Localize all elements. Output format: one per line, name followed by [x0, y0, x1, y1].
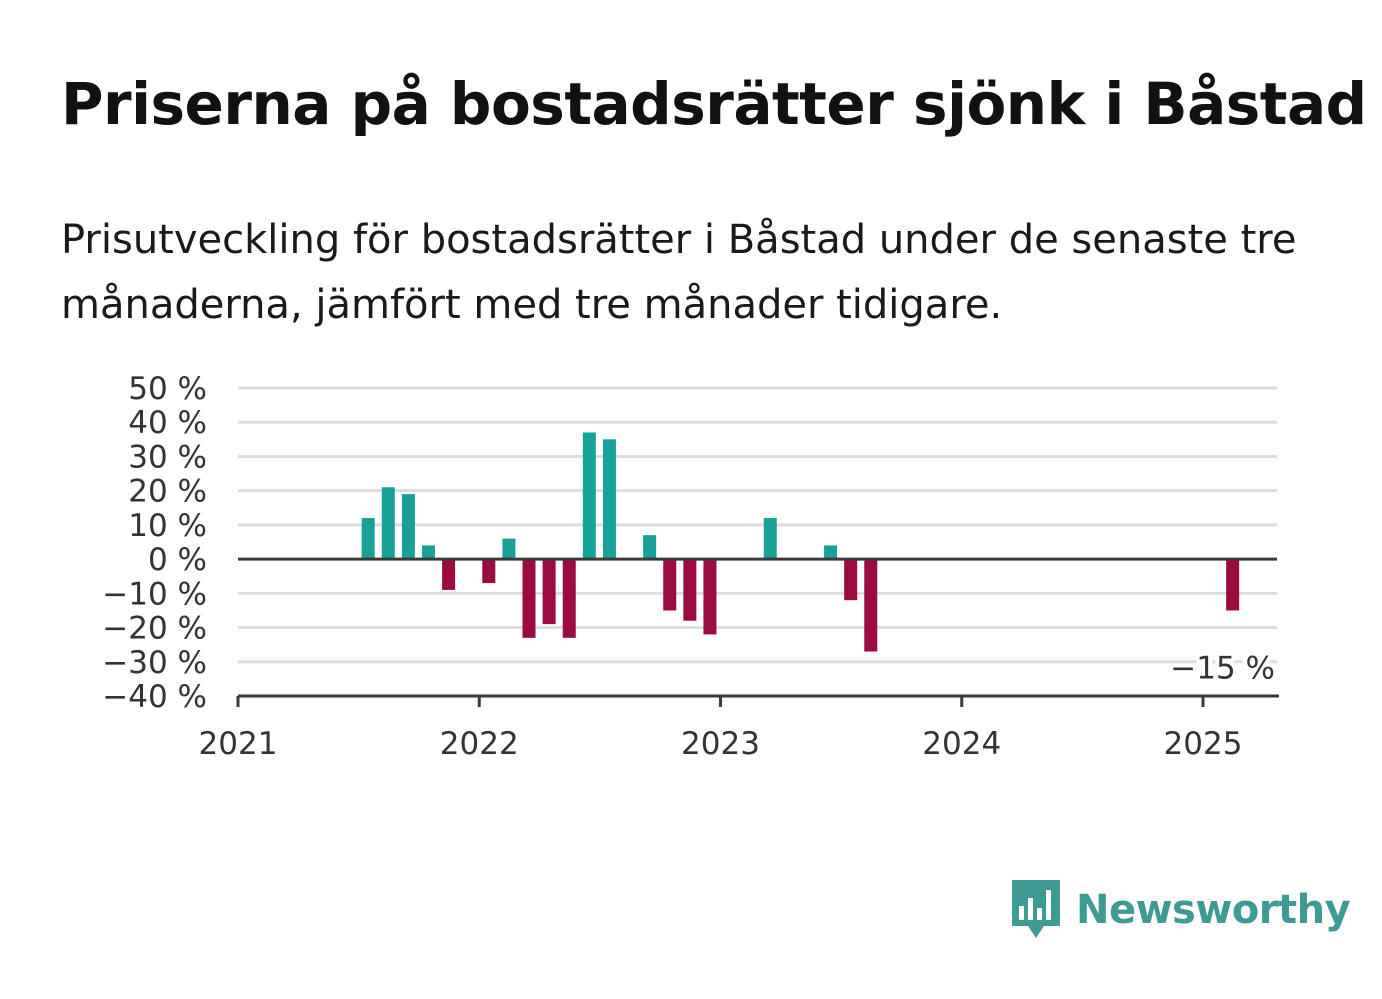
bar: [562, 559, 576, 638]
y-tick-label: 50 %: [128, 371, 207, 407]
y-tick-label: 0 %: [148, 542, 207, 578]
bar: [763, 518, 777, 560]
bar: [361, 518, 375, 560]
x-tick-label: 2023: [681, 726, 760, 762]
chart-title: Priserna på bostadsrätter sjönk i Båstad: [61, 70, 1367, 138]
bars: [361, 432, 1240, 652]
y-tick-label: −30 %: [102, 645, 207, 681]
y-tick-label: 10 %: [128, 508, 207, 544]
bar: [522, 559, 536, 638]
y-tick-label: 20 %: [128, 474, 207, 510]
bar: [381, 487, 395, 560]
bar: [421, 545, 435, 560]
bar: [442, 559, 456, 590]
bar-chart-speech-bubble-icon: [1012, 880, 1060, 938]
bar: [542, 559, 556, 625]
data-label: −15 %: [1170, 650, 1275, 686]
newsworthy-logo: Newsworthy: [1010, 878, 1351, 942]
bar: [683, 559, 697, 621]
bar: [401, 494, 415, 560]
y-tick-label: −40 %: [102, 679, 207, 715]
bar: [703, 559, 717, 635]
bar: [864, 559, 878, 652]
bar: [502, 538, 516, 560]
axes: [236, 557, 1279, 707]
bar: [824, 545, 838, 560]
y-tick-label: −20 %: [102, 611, 207, 647]
tick-labels: 50 %40 %30 %20 %10 %0 %−10 %−20 %−30 %−4…: [102, 371, 1279, 762]
x-tick-label: 2025: [1164, 726, 1243, 762]
bar: [582, 432, 596, 560]
logo-text: Newsworthy: [1076, 887, 1351, 933]
x-tick-label: 2021: [199, 726, 278, 762]
y-tick-label: 40 %: [128, 405, 207, 441]
bar: [602, 439, 616, 560]
bar: [663, 559, 677, 611]
y-tick-label: 30 %: [128, 439, 207, 475]
bar-chart: 50 %40 %30 %20 %10 %0 %−10 %−20 %−30 %−4…: [102, 371, 1279, 762]
bar: [643, 535, 657, 560]
y-tick-label: −10 %: [102, 576, 207, 612]
x-tick-label: 2024: [922, 726, 1001, 762]
bar: [1226, 559, 1240, 611]
bar: [482, 559, 496, 584]
bar: [844, 559, 858, 601]
chart-subtitle: Prisutveckling för bostadsrätter i Båsta…: [61, 217, 1297, 328]
x-tick-label: 2022: [440, 726, 519, 762]
